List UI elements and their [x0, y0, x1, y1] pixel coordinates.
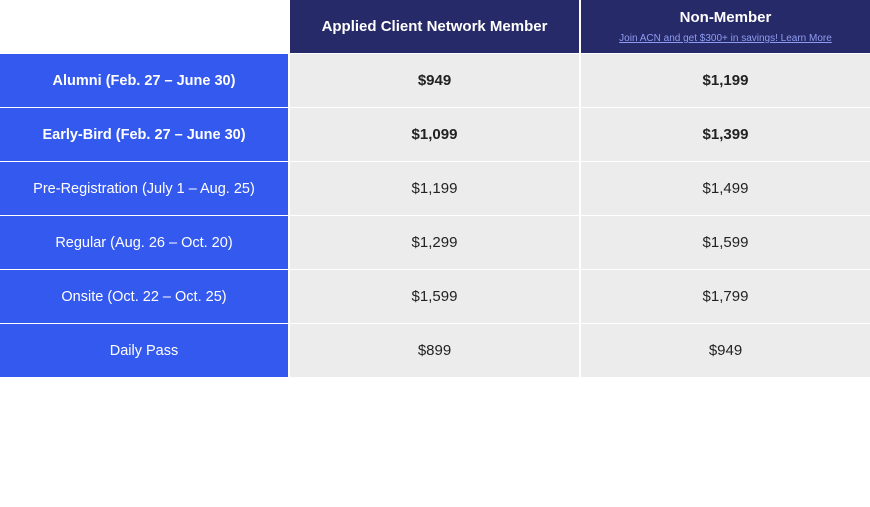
pricing-table: Applied Client Network Member Non-Member…	[0, 0, 870, 378]
table-row: Early-Bird (Feb. 27 – June 30) $1,099 $1,3…	[0, 107, 870, 162]
table-row: Regular (Aug. 26 – Oct. 20) $1,299 $1,599	[0, 215, 870, 270]
learn-more-link[interactable]: Join ACN and get $300+ in savings! Learn…	[619, 33, 832, 44]
member-price: $1,199	[288, 161, 580, 216]
non-member-price: $1,799	[579, 269, 870, 324]
non-member-price: $1,399	[579, 107, 870, 162]
table-row: Alumni (Feb. 27 – June 30) $949 $1,199	[0, 53, 870, 108]
row-label: Daily Pass	[0, 323, 289, 378]
member-price: $1,099	[288, 107, 580, 162]
row-label: Early-Bird (Feb. 27 – June 30)	[0, 107, 289, 162]
member-price: $949	[288, 53, 580, 108]
non-member-price: $1,599	[579, 215, 870, 270]
member-price: $1,599	[288, 269, 580, 324]
member-price: $899	[288, 323, 580, 378]
row-label: Alumni (Feb. 27 – June 30)	[0, 53, 289, 108]
row-label: Regular (Aug. 26 – Oct. 20)	[0, 215, 289, 270]
non-member-price: $1,199	[579, 53, 870, 108]
non-member-price: $949	[579, 323, 870, 378]
member-price: $1,299	[288, 215, 580, 270]
non-member-header: Non-Member Join ACN and get $300+ in savi…	[579, 0, 870, 54]
blank-header	[0, 0, 289, 54]
header-row: Applied Client Network Member Non-Member…	[0, 0, 870, 54]
table-row: Onsite (Oct. 22 – Oct. 25) $1,599 $1,799	[0, 269, 870, 324]
member-header: Applied Client Network Member	[288, 0, 580, 54]
table-row: Daily Pass $899 $949	[0, 323, 870, 378]
row-label: Pre-Registration (July 1 – Aug. 25)	[0, 161, 289, 216]
non-member-price: $1,499	[579, 161, 870, 216]
row-label: Onsite (Oct. 22 – Oct. 25)	[0, 269, 289, 324]
table-row: Pre-Registration (July 1 – Aug. 25) $1,19…	[0, 161, 870, 216]
